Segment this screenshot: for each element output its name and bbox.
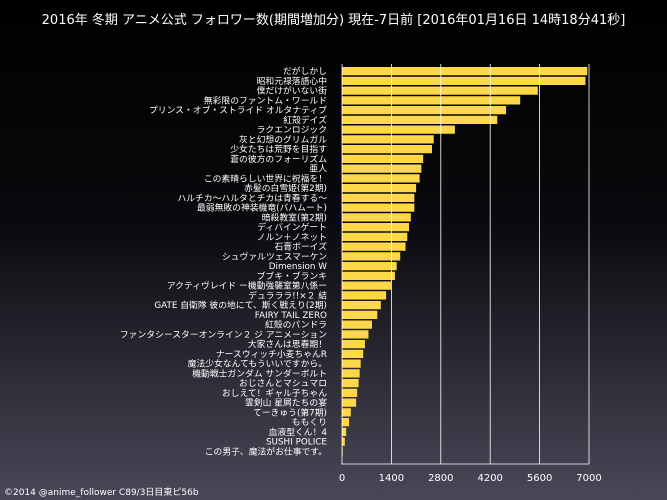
category-label: SUSHI POLICE	[266, 438, 327, 448]
category-label: FAIRY TAIL ZERO	[255, 311, 327, 321]
bar	[342, 164, 422, 173]
category-label: この素晴らしい世界に祝福を！	[204, 172, 327, 184]
x-tick-label: 0	[339, 473, 345, 484]
category-label: 灰と幻想のグリムガル	[239, 133, 327, 145]
bar	[342, 369, 360, 378]
bar	[342, 320, 372, 329]
bar	[342, 223, 410, 232]
category-label: ノルン＋ノネット	[257, 232, 327, 243]
category-label: 紅殻デイズ	[283, 114, 327, 126]
bar	[342, 398, 357, 407]
bar	[342, 125, 455, 134]
bar	[342, 310, 378, 319]
bar	[342, 242, 406, 251]
x-tick-label: 2800	[428, 473, 453, 484]
bar	[342, 86, 538, 95]
category-label: 最弱無敗の神装機竜(バハムート)	[197, 202, 327, 214]
category-label: 赤髪の白雪姫(第2期)	[244, 182, 327, 194]
category-label: てーきゅう(第7期)	[253, 406, 327, 418]
bar	[342, 135, 434, 144]
category-label: ハルチカ～ハルタとチカは青春する～	[177, 192, 327, 204]
bar	[342, 301, 381, 310]
bar	[342, 359, 361, 368]
bar	[342, 96, 521, 105]
category-label: 機動戦士ガンダム サンダーボルト	[192, 367, 327, 379]
category-label: シュヴァルツェスマーケン	[222, 250, 327, 262]
category-label: ももくり	[292, 417, 327, 428]
category-label: 霊剣山 星屑たちの宴	[245, 397, 327, 409]
bar	[342, 154, 424, 163]
bar	[342, 437, 345, 446]
category-label: 無彩限のファントム・ワールド	[204, 94, 327, 106]
bar	[342, 418, 350, 427]
category-label: GATE 自衛隊 彼の地にて、斯く戦えり(2期)	[154, 299, 327, 311]
bar	[342, 379, 359, 388]
bar	[342, 203, 415, 212]
bar	[342, 232, 408, 241]
category-label: 亜人	[309, 164, 327, 175]
category-label: 蒼の彼方のフォーリズム	[230, 153, 327, 165]
category-label: 魔法少女なんてもういいですから。	[188, 358, 327, 370]
bar	[342, 388, 358, 397]
chart-title: 2016年 冬期 アニメ公式 フォロワー数(期間増加分) 現在-7日前 [201…	[41, 13, 626, 28]
category-label: プリンス・オブ・ストライド オルタナティブ	[149, 104, 327, 116]
category-label: 石膏ボーイズ	[274, 241, 327, 253]
category-label: 昭和元禄落語心中	[257, 75, 327, 87]
x-tick-label: 1400	[379, 473, 404, 484]
category-label: 紅殻のパンドラ	[265, 319, 327, 331]
bar	[342, 252, 401, 261]
bar	[342, 408, 351, 417]
category-label: 暗殺教室(第2期)	[262, 211, 327, 223]
bar	[342, 193, 415, 202]
credit-footer: ©2014 @anime_follower C89/3日目東ピ56b	[4, 488, 199, 498]
bar	[342, 184, 417, 193]
category-label: だがしかし	[283, 65, 327, 77]
bar	[342, 174, 420, 183]
x-tick-label: 7000	[576, 473, 601, 484]
bar	[342, 340, 365, 349]
x-tick-label: 4200	[477, 473, 502, 484]
bar	[342, 76, 586, 85]
category-label: 僕だけがいない街	[257, 85, 328, 97]
bar	[342, 271, 395, 280]
category-label: 少女たちは荒野を目指す	[230, 143, 327, 155]
x-tick-label: 5600	[527, 473, 552, 484]
category-label: デュラララ!!×２ 結	[248, 289, 327, 301]
category-label: この男子、魔法がお仕事です。	[205, 445, 327, 457]
bar	[342, 427, 347, 436]
category-label: ディバインゲート	[257, 221, 327, 233]
category-label: 大家さんは思春期！	[248, 338, 327, 350]
bar	[342, 106, 507, 115]
bar	[342, 281, 392, 290]
category-label: ラクエンロジック	[257, 125, 327, 136]
category-label: ブブキ・ブランキ	[257, 270, 327, 282]
bar	[342, 330, 369, 339]
category-label: おじさんとマシュマロ	[239, 378, 327, 389]
bar	[342, 115, 498, 124]
category-label: ファンタシースターオンライン２ ジ アニメーション	[120, 329, 327, 340]
bar	[342, 213, 411, 222]
bar	[342, 145, 432, 154]
category-label: Dimension W	[269, 262, 328, 272]
bar	[342, 291, 387, 300]
bar	[342, 262, 397, 271]
category-label: ナースウィッチ小麦ちゃんR	[216, 348, 327, 360]
bar	[342, 349, 364, 358]
category-label: 血液型くん！4	[269, 426, 328, 438]
category-label: アクティヴレイド ー機動強襲室第八係ー	[167, 280, 327, 292]
bar	[342, 67, 588, 76]
category-label: おしえて！ギャル子ちゃん	[222, 388, 327, 399]
